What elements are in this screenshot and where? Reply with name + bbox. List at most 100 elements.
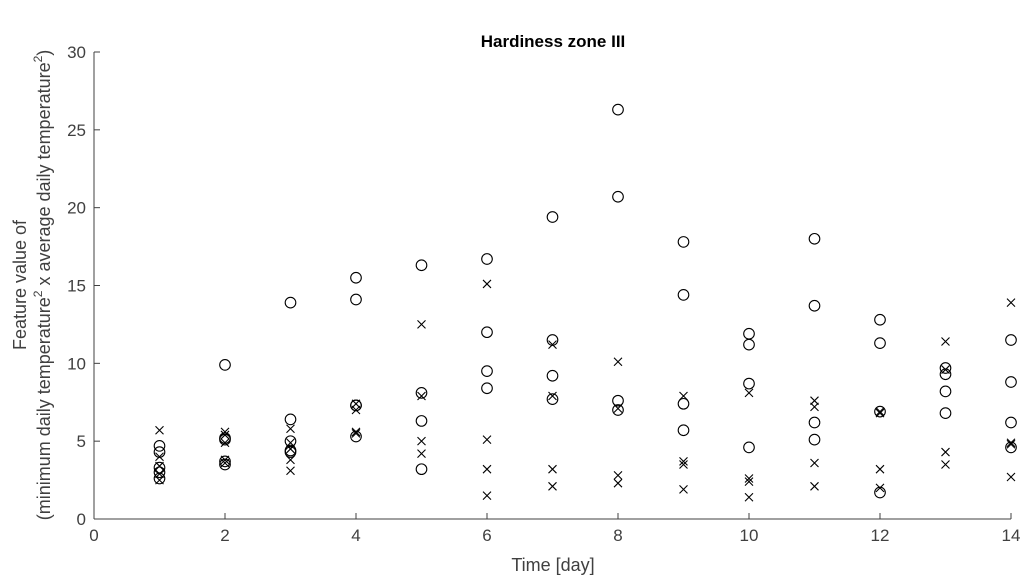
data-point-cross: [220, 458, 230, 468]
data-point-cross: [417, 449, 426, 459]
data-point-cross: [417, 320, 426, 329]
y-label-sup1: 2: [31, 290, 45, 297]
data-point-circle: [743, 338, 755, 351]
data-point-cross: [679, 391, 688, 401]
data-point-circle: [481, 365, 493, 377]
data-point-circle: [481, 326, 493, 339]
y-label-part2: x average daily temperature: [34, 62, 54, 290]
data-point-circle: [481, 253, 493, 265]
y-label-sup2: 2: [31, 55, 45, 62]
data-point-cross: [941, 337, 950, 346]
data-point-cross: [286, 455, 295, 465]
data-point-cross: [875, 464, 885, 474]
x-ticks: 0 2 4 6 8 10 12 14: [89, 513, 1020, 545]
data-point-cross: [1006, 438, 1016, 448]
data-point-circle: [1005, 376, 1017, 388]
data-point-circle: [874, 405, 886, 418]
data-point-cross: [286, 438, 295, 448]
data-point-circle: [350, 293, 362, 306]
data-point-cross: [155, 425, 164, 435]
data-point-cross: [220, 455, 230, 465]
data-point-cross: [548, 391, 557, 401]
data-point-cross: [482, 464, 492, 474]
data-point-cross: [155, 475, 164, 485]
data-point-circle: [677, 424, 690, 437]
data-point-cross: [744, 477, 754, 487]
data-point-circle: [350, 399, 362, 412]
data-point-circle: [612, 404, 624, 416]
data-point-cross: [875, 483, 885, 493]
data-point-circle: [677, 236, 690, 248]
data-point-circle: [743, 441, 755, 454]
y-tick-label: 30: [67, 43, 86, 62]
data-point-circle: [808, 433, 821, 446]
data-point-circle: [284, 446, 297, 458]
data-point-cross: [810, 402, 819, 412]
data-point-cross: [286, 444, 295, 454]
data-point-cross: [286, 424, 295, 434]
x-axis-label: Time [day]: [511, 555, 594, 575]
chart-title: Hardiness zone III: [481, 32, 626, 51]
y-axis-label: Feature value of (minimum daily temperat…: [10, 50, 54, 521]
data-point-cross: [875, 408, 885, 418]
data-point-cross: [810, 396, 819, 406]
x-tick-label: 12: [871, 526, 890, 545]
data-point-cross: [351, 428, 361, 438]
x-tick-label: 8: [613, 526, 622, 545]
data-point-circle: [415, 463, 428, 476]
y-axis-label-line2: (minimum daily temperature2 x average da…: [31, 50, 54, 521]
data-point-circle: [546, 334, 559, 346]
data-point-circle: [546, 211, 559, 223]
data-point-circle: [939, 407, 952, 419]
data-point-cross: [1006, 439, 1016, 449]
data-point-circle: [219, 359, 231, 371]
axes: [93, 52, 1011, 520]
data-point-circle: [743, 377, 755, 390]
data-point-cross: [482, 435, 492, 444]
data-point-cross: [548, 464, 557, 474]
data-point-cross: [613, 357, 623, 367]
data-point-circle: [1005, 334, 1017, 346]
y-label-part3: ): [34, 50, 54, 56]
data-point-circle: [808, 232, 821, 245]
data-point-circle: [874, 313, 886, 326]
data-point-cross: [417, 436, 426, 446]
data-point-cross: [548, 481, 557, 491]
data-point-circle: [939, 362, 952, 374]
data-point-cross: [810, 481, 819, 491]
x-tick-label: 0: [89, 526, 98, 545]
data-point-cross: [155, 461, 164, 471]
data-point-cross: [351, 399, 361, 409]
data-point-cross: [220, 438, 230, 448]
data-point-cross: [613, 471, 623, 480]
data-point-circle: [153, 466, 166, 479]
data-point-cross: [548, 340, 557, 350]
data-point-cross: [744, 388, 754, 398]
data-point-circle: [808, 299, 821, 312]
y-tick-label: 25: [67, 121, 86, 140]
data-point-cross: [679, 485, 688, 494]
data-point-cross: [417, 391, 426, 401]
data-point-cross: [679, 460, 688, 469]
y-ticks: 0 5 10 15 20 25 30: [67, 43, 100, 529]
data-point-cross: [482, 491, 492, 501]
data-point-cross: [613, 478, 623, 488]
data-point-circle: [415, 259, 428, 272]
data-point-cross: [220, 427, 230, 437]
y-axis-label-line1: Feature value of: [10, 219, 30, 350]
y-tick-label: 0: [77, 510, 86, 529]
data-point-circle: [677, 288, 690, 301]
data-point-circle: [677, 397, 690, 410]
data-point-cross: [875, 407, 885, 416]
data-point-cross: [155, 469, 164, 479]
data-point-circle: [350, 271, 362, 284]
data-point-circle: [743, 327, 755, 340]
data-point-circle: [939, 368, 952, 381]
y-tick-label: 20: [67, 199, 86, 218]
x-tick-label: 6: [482, 526, 491, 545]
data-point-cross: [220, 430, 230, 440]
data-point-circle: [1005, 416, 1017, 429]
data-point-circle: [546, 369, 559, 382]
y-tick-label: 15: [67, 277, 86, 296]
